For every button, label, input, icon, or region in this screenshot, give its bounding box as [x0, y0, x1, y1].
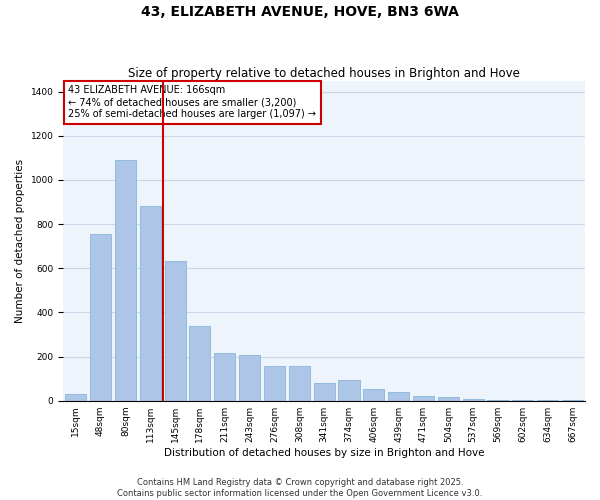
Bar	[338, 380, 359, 400]
Bar	[164, 260, 185, 400]
Bar	[140, 206, 161, 400]
Bar	[363, 388, 385, 400]
Y-axis label: Number of detached properties: Number of detached properties	[15, 158, 25, 323]
Bar	[413, 396, 434, 400]
X-axis label: Distribution of detached houses by size in Brighton and Hove: Distribution of detached houses by size …	[164, 448, 484, 458]
Title: Size of property relative to detached houses in Brighton and Hove: Size of property relative to detached ho…	[128, 66, 520, 80]
Bar	[65, 394, 86, 400]
Bar	[289, 366, 310, 400]
Bar	[239, 356, 260, 401]
Text: 43 ELIZABETH AVENUE: 166sqm
← 74% of detached houses are smaller (3,200)
25% of : 43 ELIZABETH AVENUE: 166sqm ← 74% of det…	[68, 86, 316, 118]
Bar	[314, 383, 335, 400]
Bar	[438, 398, 459, 400]
Bar	[463, 398, 484, 400]
Bar	[90, 234, 111, 400]
Bar	[190, 326, 211, 400]
Bar	[115, 160, 136, 400]
Bar	[264, 366, 285, 400]
Bar	[214, 354, 235, 401]
Text: 43, ELIZABETH AVENUE, HOVE, BN3 6WA: 43, ELIZABETH AVENUE, HOVE, BN3 6WA	[141, 5, 459, 19]
Bar	[388, 392, 409, 400]
Text: Contains HM Land Registry data © Crown copyright and database right 2025.
Contai: Contains HM Land Registry data © Crown c…	[118, 478, 482, 498]
